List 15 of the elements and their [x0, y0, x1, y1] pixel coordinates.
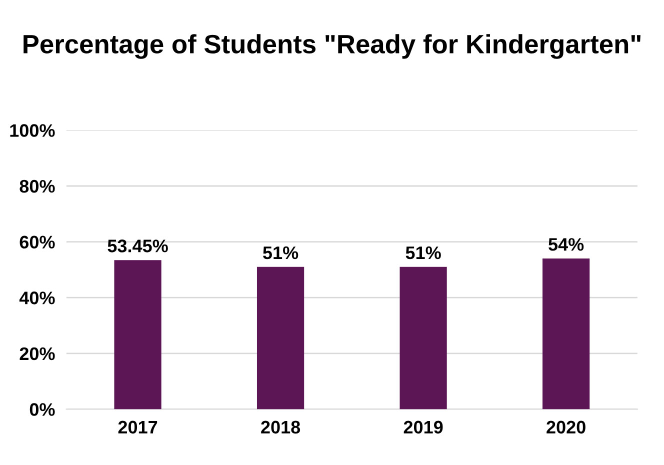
x-tick-label: 2020: [546, 420, 586, 434]
x-tick-label: 2017: [118, 420, 158, 434]
data-label: 51%: [406, 246, 441, 260]
x-tick-label: 2019: [404, 420, 443, 434]
y-tick-label: 100%: [10, 124, 55, 137]
y-tick-label: 60%: [20, 236, 55, 249]
y-tick-label: 20%: [20, 347, 55, 360]
y-tick-label: 80%: [20, 180, 55, 193]
data-label: 53.45%: [108, 240, 168, 252]
data-label: 51%: [263, 246, 298, 260]
data-label: 54%: [548, 238, 584, 251]
chart-title: Percentage of Students "Ready for Kindergarten": [24, 34, 640, 59]
y-tick-label: 0%: [30, 403, 55, 416]
y-tick-label: 40%: [19, 292, 55, 304]
x-tick-label: 2018: [261, 420, 300, 434]
